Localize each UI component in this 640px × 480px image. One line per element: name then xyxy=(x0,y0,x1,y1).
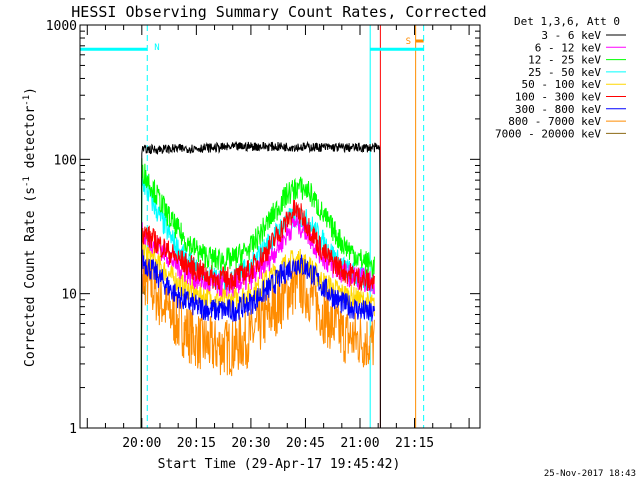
legend-label-2: 12 - 25 keV xyxy=(528,54,601,67)
series-line-3 xyxy=(140,176,375,429)
flag-label-1: S xyxy=(406,37,411,47)
y-tick-label-2: 100 xyxy=(54,153,77,168)
series-line-6 xyxy=(140,249,375,429)
x-tick-label-3: 20:45 xyxy=(286,436,325,451)
x-axis-label: Start Time (29-Apr-17 19:45:42) xyxy=(158,457,401,472)
footer-timestamp: 25-Nov-2017 18:43 xyxy=(544,469,636,479)
series-line-2 xyxy=(140,158,375,429)
chart-title: HESSI Observing Summary Count Rates, Cor… xyxy=(71,3,486,21)
legend-label-6: 300 - 800 keV xyxy=(515,103,601,116)
x-tick-label-5: 21:15 xyxy=(395,436,434,451)
legend-label-0: 3 - 6 keV xyxy=(541,29,601,42)
series-line-0 xyxy=(140,140,381,429)
series-line-5 xyxy=(140,199,375,429)
legend-label-3: 25 - 50 keV xyxy=(528,66,601,79)
y-axis-label-sup2: -1 xyxy=(22,95,32,106)
legend-label-4: 50 - 100 keV xyxy=(522,78,602,91)
y-axis-label-main: Corrected Count Rate (s xyxy=(23,187,38,367)
flag-label-0: N xyxy=(154,43,159,53)
y-axis-label: Corrected Count Rate (s-1 detector-1) xyxy=(22,87,38,367)
plot-area: N S 1 10 100 1000 20:00 20:15 20:30 20:45 21:00 21:… xyxy=(46,19,481,451)
y-tick-label-0: 1 xyxy=(69,422,77,437)
x-tick-label-4: 21:00 xyxy=(340,436,379,451)
x-tick-label-1: 20:15 xyxy=(177,436,216,451)
x-tick-label-0: 20:00 xyxy=(122,436,161,451)
legend-label-8: 7000 - 20000 keV xyxy=(495,127,601,140)
legend-label-7: 800 - 7000 keV xyxy=(508,115,601,128)
y-tick-label-1: 10 xyxy=(61,288,77,303)
legend-label-5: 100 - 300 keV xyxy=(515,91,601,104)
x-tick-label-2: 20:30 xyxy=(231,436,270,451)
y-axis-label-end: ) xyxy=(23,87,38,95)
plot-frame xyxy=(79,24,481,429)
y-tick-label-3: 1000 xyxy=(46,19,77,34)
y-axis-label-mid: detector xyxy=(23,106,38,177)
legend-header: Det 1,3,6, Att 0 xyxy=(514,15,620,28)
legend-label-1: 6 - 12 keV xyxy=(535,41,602,54)
y-axis-label-sup1: -1 xyxy=(22,176,32,187)
